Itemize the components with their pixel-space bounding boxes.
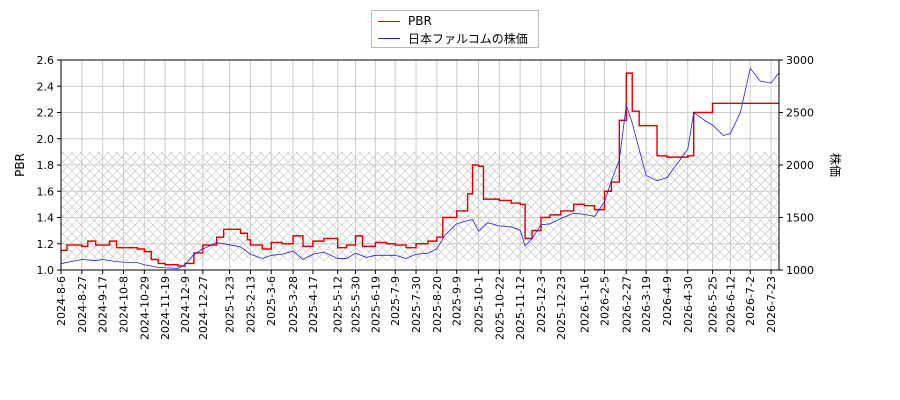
tick-label-x: 2025-5-30 (350, 276, 363, 333)
tick-label-x: 2024-8-27 (76, 276, 89, 333)
shaded-band-rect (61, 151, 779, 261)
tick-label-x: 2025-6-19 (369, 276, 382, 333)
tick-label-left: 1.6 (37, 185, 55, 198)
tick-label-right: 3000 (786, 54, 814, 67)
tick-label-x: 2025-4-17 (307, 276, 320, 333)
tick-label-x: 2025-7-9 (389, 276, 402, 326)
tick-label-left: 1.4 (37, 212, 55, 225)
legend-swatch-pbr (378, 20, 400, 22)
tick-label-x: 2025-8-20 (431, 276, 444, 333)
tick-label-x: 2025-7-30 (410, 276, 423, 333)
tick-label-x: 2026-3-19 (640, 276, 653, 333)
tick-label-left: 2.6 (37, 54, 55, 67)
left-axis-ticks: 1.0 1.2 1.4 1.6 1.8 2.0 2.2 2.4 2.6 (37, 54, 61, 277)
legend-swatch-price (378, 37, 400, 39)
tick-label-x: 2024-9-17 (97, 276, 110, 333)
legend: PBR 日本ファルコムの株価 (371, 10, 539, 48)
tick-label-right: 2000 (786, 159, 814, 172)
tick-label-right: 2500 (786, 107, 814, 120)
tick-label-x: 2025-5-12 (332, 276, 345, 333)
tick-label-x: 2024-12-9 (179, 276, 192, 333)
series-group (60, 67, 780, 269)
tick-label-x: 2025-12-23 (555, 276, 568, 340)
tick-label-x: 2024-10-29 (138, 276, 151, 340)
right-axis-label: 株価 (828, 153, 843, 177)
tick-label-left: 1.2 (37, 238, 55, 251)
legend-label-pbr: PBR (408, 14, 432, 28)
grid-lines (60, 59, 779, 271)
tick-label-right: 1500 (786, 212, 814, 225)
x-axis-ticks: 2024-8-6 2024-8-27 2024-9-17 2024-10-8 2024-… (55, 270, 778, 340)
tick-label-x: 2025-9-9 (451, 276, 464, 326)
tick-label-x: 2026-6-12 (724, 276, 737, 333)
shaded-band (61, 151, 779, 261)
left-axis-label: PBR (13, 153, 27, 177)
tick-label-x: 2024-11-19 (159, 276, 172, 340)
tick-label-left: 2.0 (37, 133, 55, 146)
tick-label-x: 2026-7-2 (744, 276, 757, 326)
tick-label-x: 2026-1-16 (579, 276, 592, 333)
tick-label-x: 2024-12-27 (197, 276, 210, 340)
tick-label-x: 2024-10-8 (117, 276, 130, 333)
tick-label-x: 2025-12-3 (535, 276, 548, 333)
tick-label-x: 2024-8-6 (55, 276, 68, 326)
tick-label-x: 2025-3-6 (265, 276, 278, 326)
tick-label-left: 1.8 (37, 159, 55, 172)
tick-label-left: 2.4 (37, 80, 55, 93)
tick-label-x: 2026-2-5 (598, 276, 611, 326)
tick-label-x: 2025-2-13 (244, 276, 257, 333)
legend-item-pbr: PBR (378, 13, 432, 29)
series-line-pbr (61, 72, 779, 267)
tick-label-x: 2026-2-27 (620, 276, 633, 333)
tick-label-x: 2025-1-23 (224, 276, 237, 333)
tick-label-right: 1000 (786, 264, 814, 277)
tick-label-x: 2025-10-1 (473, 276, 486, 333)
tick-label-x: 2025-10-22 (493, 276, 506, 340)
tick-label-x: 2026-7-23 (765, 276, 778, 333)
tick-label-x: 2026-5-25 (707, 276, 720, 333)
legend-label-price: 日本ファルコムの株価 (408, 31, 528, 46)
tick-label-x: 2026-4-30 (682, 276, 695, 333)
legend-item-price: 日本ファルコムの株価 (378, 30, 528, 46)
tick-label-x: 2025-11-12 (514, 276, 527, 340)
tick-label-left: 1.0 (37, 264, 55, 277)
series-line-price (60, 67, 780, 269)
right-axis-ticks: 1000 1500 2000 2500 3000 (779, 54, 814, 277)
tick-label-x: 2026-4-9 (661, 276, 674, 326)
tick-label-x: 2025-3-28 (287, 276, 300, 333)
tick-label-left: 2.2 (37, 107, 55, 120)
